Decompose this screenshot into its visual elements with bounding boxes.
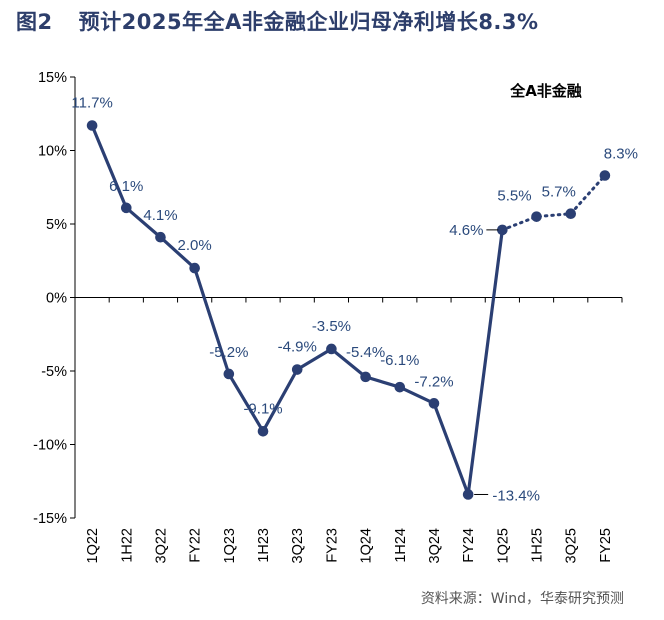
data-point [497, 224, 508, 236]
source-note: 资料来源：Wind，华泰研究预测 [420, 591, 624, 607]
data-point [189, 262, 200, 274]
x-tick-label: 1H23 [256, 528, 272, 563]
data-point [531, 211, 542, 222]
y-tick-label: -10% [33, 438, 67, 454]
x-tick-label: 1H22 [119, 528, 135, 563]
data-label: -9.1% [243, 400, 282, 417]
y-tick-label: 15% [38, 70, 67, 86]
y-tick-label: 5% [46, 217, 67, 233]
legend-label: 全A非金融 [509, 82, 582, 100]
data-label: 4.1% [143, 207, 177, 224]
data-point [599, 170, 611, 181]
data-label: -3.5% [312, 318, 351, 335]
data-label: -4.9% [278, 339, 317, 356]
data-label: 5.7% [542, 184, 576, 201]
data-label: -13.4% [492, 487, 540, 504]
data-label: -5.2% [209, 344, 248, 361]
data-label: -7.2% [414, 373, 453, 390]
x-tick-label: FY22 [188, 528, 204, 563]
x-tick-label: 3Q24 [427, 528, 443, 563]
data-point [326, 343, 337, 355]
y-tick-label: -5% [41, 364, 67, 380]
data-point [155, 231, 166, 243]
x-tick-label: 3Q23 [290, 528, 306, 563]
data-point [462, 489, 474, 500]
data-point [257, 425, 269, 437]
data-label: 2.0% [178, 237, 212, 254]
data-label: 4.6% [449, 222, 483, 239]
data-point [291, 364, 303, 375]
x-tick-label: 1Q25 [495, 528, 511, 563]
x-tick-label: 1Q23 [222, 528, 238, 563]
data-point [565, 208, 577, 220]
series-line-forecast [500, 173, 607, 232]
figure-title-text: 预计2025年全A非金融企业归母净利增长8.3% [78, 10, 539, 34]
data-label: 5.5% [497, 188, 531, 205]
data-label: 8.3% [604, 145, 638, 162]
x-tick-label: FY24 [461, 528, 477, 563]
data-point [86, 120, 98, 131]
x-tick-label: 1H25 [530, 528, 546, 563]
data-point [428, 398, 440, 409]
x-tick-label: 3Q22 [153, 528, 169, 563]
figure-number: 图2 [16, 10, 53, 34]
series-line-actual [90, 124, 504, 497]
y-tick-label: 10% [38, 144, 67, 160]
x-tick-label: 1H24 [393, 528, 409, 563]
x-tick-label: 1Q24 [359, 528, 375, 563]
x-tick-label: FY25 [598, 528, 614, 563]
data-point [360, 371, 371, 383]
data-label: 11.7% [71, 95, 112, 112]
x-tick-label: FY23 [324, 528, 340, 563]
figure-title: 图2 预计2025年全A非金融企业归母净利增长8.3% [16, 6, 539, 36]
data-label: 6.1% [109, 178, 143, 195]
data-point [223, 368, 235, 380]
data-point [394, 381, 406, 393]
x-tick-label: 3Q25 [564, 528, 580, 563]
data-point [120, 202, 132, 214]
x-tick-label: 1Q22 [85, 528, 101, 563]
y-tick-label: -15% [33, 511, 67, 527]
y-tick-label: 0% [46, 291, 67, 307]
data-label: -6.1% [380, 352, 419, 369]
data-label: -5.4% [346, 344, 385, 361]
